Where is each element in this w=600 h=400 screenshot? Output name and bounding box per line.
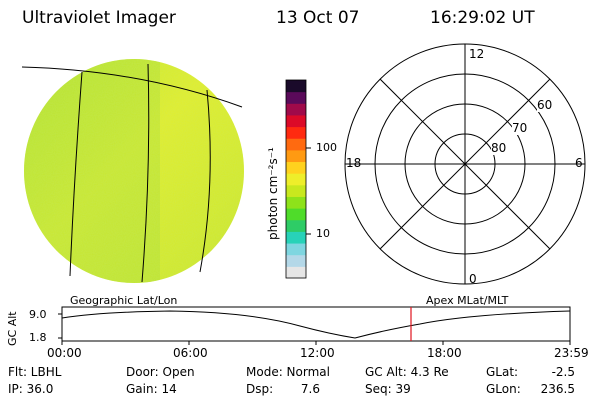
orbit-altitude-curve bbox=[61, 310, 571, 339]
dsp-label: Dsp: bbox=[246, 382, 274, 396]
orbit-ytick-high: 9.0 bbox=[29, 308, 47, 321]
colorbar-cell bbox=[286, 114, 306, 128]
colorbar-cell bbox=[286, 80, 306, 93]
orbit-xtick-4: 23:59 bbox=[554, 346, 589, 360]
colorbar-cell bbox=[286, 91, 306, 104]
lat-label-60: 60 bbox=[537, 98, 553, 112]
colorbar-cell bbox=[286, 254, 306, 267]
longitude-line-3 bbox=[199, 89, 211, 273]
filter-info: Flt: LBHL bbox=[8, 365, 62, 379]
mlt-label-18: 18 bbox=[346, 156, 362, 170]
ip-info: IP: 36.0 bbox=[8, 382, 54, 396]
colorbar-cell bbox=[286, 173, 306, 186]
colorbar-cell bbox=[286, 208, 306, 221]
longitude-line-2 bbox=[141, 63, 150, 283]
orbit-xtick-0: 00:00 bbox=[47, 346, 82, 360]
colorbar-cell bbox=[286, 184, 306, 197]
polar-diagonal-2 bbox=[379, 78, 551, 250]
mlt-label-12: 12 bbox=[469, 47, 485, 61]
time-label: 16:29:02 UT bbox=[430, 8, 535, 28]
glat-label: GLat: bbox=[486, 365, 519, 379]
frame-label-geographic: Geographic Lat/Lon bbox=[70, 294, 178, 307]
orbit-xtick-1: 06:00 bbox=[173, 346, 208, 360]
colorbar-cell bbox=[286, 103, 306, 116]
frame-label-apex: Apex MLat/MLT bbox=[426, 294, 509, 307]
mode-info: Mode: Normal bbox=[246, 365, 330, 379]
mlt-label-6: 6 bbox=[575, 156, 583, 170]
colorbar-cell bbox=[286, 138, 306, 151]
longitude-line-1 bbox=[69, 71, 83, 277]
gc-alt-info: GC Alt: 4.3 Re bbox=[365, 365, 449, 379]
door-info: Door: Open bbox=[126, 365, 195, 379]
orbit-xtick-2: 12:00 bbox=[300, 346, 335, 360]
glon-value: 236.5 bbox=[540, 382, 575, 396]
colorbar-cell bbox=[286, 231, 306, 244]
seq-info: Seq: 39 bbox=[365, 382, 411, 396]
lat-label-70: 70 bbox=[512, 121, 528, 135]
colorbar-cell bbox=[286, 219, 306, 232]
colorbar-cell bbox=[286, 161, 306, 174]
colorbar-cell bbox=[286, 196, 306, 209]
latitude-line bbox=[21, 66, 243, 108]
dsp-value: 7.6 bbox=[300, 382, 320, 396]
gain-info: Gain: 14 bbox=[126, 382, 177, 396]
colorbar-cell bbox=[286, 149, 306, 163]
lat-label-80: 80 bbox=[491, 141, 507, 155]
colorbar-tick-10: 10 bbox=[316, 227, 330, 240]
glat-value: -2.5 bbox=[551, 365, 575, 379]
page-title: Ultraviolet Imager bbox=[22, 8, 176, 28]
colorbar-cell bbox=[286, 243, 306, 256]
glon-label: GLon: bbox=[486, 382, 521, 396]
orbit-ytick-low: 1.8 bbox=[29, 331, 47, 344]
colorbar-tick-100: 100 bbox=[316, 141, 337, 154]
mlt-label-0: 0 bbox=[469, 272, 477, 286]
colorbar-cell bbox=[286, 126, 306, 139]
colorbar-cell bbox=[286, 266, 306, 279]
orbit-xtick-3: 18:00 bbox=[427, 346, 462, 360]
date-label: 13 Oct 07 bbox=[276, 8, 360, 28]
